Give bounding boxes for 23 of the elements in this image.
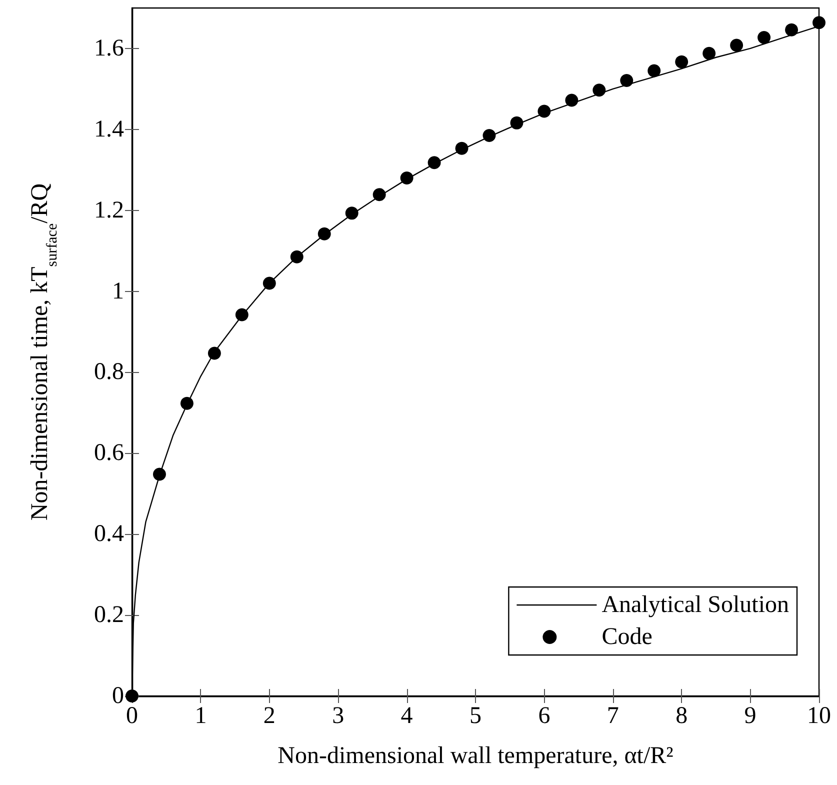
y-tick-label: 1.6 [94, 35, 124, 62]
x-tick-label: 3 [332, 703, 344, 729]
x-tick-label: 9 [744, 703, 756, 729]
x-tick-label: 5 [470, 703, 482, 729]
y-tick-label: 1.2 [94, 197, 124, 224]
x-tick-label: 4 [400, 703, 413, 729]
y-tick-label: 0 [112, 683, 124, 709]
y-tick-label: 1.4 [94, 116, 124, 142]
x-tick-label: 7 [606, 703, 619, 729]
text: Code [602, 624, 652, 650]
x-tick-label: 6 [538, 703, 550, 729]
y-axis-title: Non-dimensional time, kTsurface/RQ [27, 183, 60, 521]
y-tick-label: 0.4 [94, 521, 124, 548]
y-tick-label: 1 [112, 278, 124, 304]
x-tick-label: 2 [263, 703, 276, 729]
x-axis-title: Non-dimensional wall temperature, αt/R² [278, 743, 674, 769]
x-tick-label: 10 [807, 703, 831, 729]
y-tick-label: 0.8 [94, 359, 124, 386]
x-tick-label: 8 [676, 703, 688, 729]
x-tick-label: 1 [194, 703, 207, 729]
legend-label: Analytical Solution [602, 592, 789, 618]
y-tick-label: 0.6 [94, 440, 124, 466]
y-tick-label: 0.2 [94, 602, 124, 628]
